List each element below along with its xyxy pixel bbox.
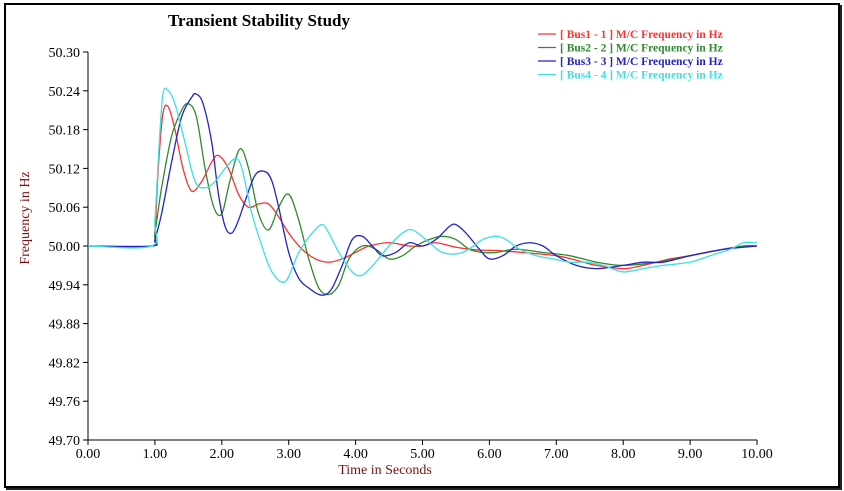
x-axis-label: Time in Seconds — [338, 463, 432, 478]
plot-area — [87, 87, 758, 296]
y-tick-label: 49.94 — [49, 279, 81, 294]
axes: 0.00 1.00 2.00 3.00 4.00 5.00 6.00 7.00 8.00 9.00… — [49, 46, 773, 462]
x-tick-label: 7.00 — [544, 447, 569, 462]
x-tick-label: 0.00 — [76, 447, 101, 462]
x-tick-label: 5.00 — [410, 447, 435, 462]
series-line-bus4 — [87, 87, 758, 283]
y-tick-label: 50.00 — [49, 240, 81, 255]
x-tick-label: 8.00 — [611, 447, 636, 462]
y-tick-label: 50.18 — [49, 124, 81, 139]
series-line-bus1 — [87, 104, 758, 270]
x-tick-label: 2.00 — [210, 447, 235, 462]
x-tick-label: 9.00 — [678, 447, 703, 462]
y-tick-label: 50.06 — [49, 201, 81, 216]
chart-title: Transient Stability Study — [168, 11, 351, 30]
legend-label-bus1: [ Bus1 - 1 ] M/C Frequency in Hz — [560, 29, 723, 41]
legend: [ Bus1 - 1 ] M/C Frequency in Hz [ Bus2 -… — [538, 29, 723, 82]
legend-label-bus4: [ Bus4 - 4 ] M/C Frequency in Hz — [560, 70, 723, 82]
series-line-bus2 — [87, 102, 758, 296]
legend-label-bus3: [ Bus3 - 3 ] M/C Frequency in Hz — [560, 56, 723, 68]
x-tick-label: 3.00 — [276, 447, 301, 462]
series-line-bus3 — [87, 92, 758, 296]
x-tick-label: 6.00 — [477, 447, 502, 462]
y-tick-label: 49.82 — [49, 356, 81, 371]
legend-label-bus2: [ Bus2 - 2 ] M/C Frequency in Hz — [560, 43, 723, 55]
y-tick-label: 49.70 — [49, 434, 81, 449]
y-tick-label: 50.30 — [49, 46, 81, 61]
y-tick-label: 49.76 — [49, 395, 81, 410]
x-tick-label: 10.00 — [741, 447, 773, 462]
y-tick-label: 49.88 — [49, 318, 81, 333]
x-tick-label: 4.00 — [343, 447, 368, 462]
x-tick-label: 1.00 — [143, 447, 168, 462]
y-tick-label: 50.24 — [49, 85, 81, 100]
y-axis-label: Frequency in Hz — [18, 171, 33, 264]
y-tick-label: 50.12 — [49, 162, 81, 177]
